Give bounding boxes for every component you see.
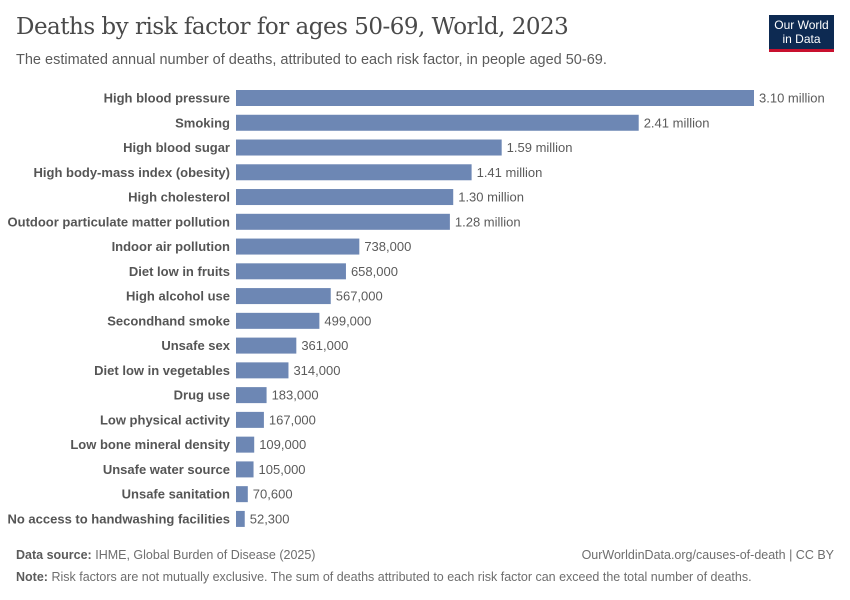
category-label: Low physical activity [100, 412, 231, 427]
source-url[interactable]: OurWorldinData.org/causes-of-death | CC … [581, 548, 834, 562]
category-label: Diet low in vegetables [94, 363, 230, 378]
value-label: 1.30 million [458, 190, 524, 205]
bar[interactable] [236, 114, 639, 131]
data-source: Data source: IHME, Global Burden of Dise… [16, 548, 315, 562]
bar[interactable] [236, 90, 754, 106]
category-label: Diet low in fruits [129, 264, 230, 279]
value-label: 70,600 [253, 487, 293, 502]
category-label: Secondhand smoke [107, 313, 230, 328]
category-label: High alcohol use [126, 289, 230, 304]
category-label: Indoor air pollution [112, 239, 230, 254]
bar[interactable] [236, 189, 454, 206]
category-label: High blood sugar [123, 140, 230, 155]
bar[interactable] [236, 312, 320, 329]
category-label: Smoking [175, 115, 230, 130]
value-label: 361,000 [301, 338, 348, 353]
value-label: 3.10 million [759, 91, 825, 106]
bar[interactable] [236, 436, 255, 453]
bar[interactable] [236, 362, 289, 379]
value-label: 1.28 million [455, 214, 521, 229]
category-label: No access to handwashing facilities [7, 511, 230, 526]
category-label: High body-mass index (obesity) [34, 165, 230, 180]
category-label: Unsafe water source [103, 462, 230, 477]
bar[interactable] [236, 461, 254, 478]
bar-chart: High blood pressure 3.10 million Smoking 2.… [7, 90, 825, 527]
bar[interactable] [236, 288, 331, 305]
category-label: Drug use [174, 388, 230, 403]
bar[interactable] [236, 238, 360, 255]
bar[interactable] [236, 263, 346, 280]
bar[interactable] [236, 213, 450, 230]
chart-subtitle: The estimated annual number of deaths, a… [16, 52, 607, 68]
value-label: 167,000 [269, 412, 316, 427]
bar[interactable] [236, 139, 502, 156]
category-label: High cholesterol [128, 190, 230, 205]
value-label: 52,300 [250, 511, 290, 526]
value-label: 2.41 million [644, 115, 710, 130]
note-text: Risk factors are not mutually exclusive.… [51, 570, 752, 584]
value-label: 1.59 million [507, 140, 573, 155]
value-label: 567,000 [336, 289, 383, 304]
bar[interactable] [236, 387, 267, 404]
owid-logo[interactable]: Our World in Data [769, 15, 834, 52]
category-label: Outdoor particulate matter pollution [8, 214, 231, 229]
category-label: Low bone mineral density [70, 437, 230, 452]
bar[interactable] [236, 486, 248, 503]
value-label: 314,000 [293, 363, 340, 378]
value-label: 499,000 [324, 313, 371, 328]
value-label: 1.41 million [477, 165, 543, 180]
bar[interactable] [236, 411, 264, 428]
category-label: Unsafe sanitation [122, 487, 230, 502]
value-label: 183,000 [272, 388, 319, 403]
source-label: Data source: [16, 548, 92, 562]
note: Note: Risk factors are not mutually excl… [16, 570, 752, 584]
note-label: Note: [16, 570, 48, 584]
chart-title: Deaths by risk factor for ages 50-69, Wo… [16, 14, 569, 40]
bar[interactable] [236, 164, 472, 181]
bar[interactable] [236, 510, 245, 527]
value-label: 109,000 [259, 437, 306, 452]
value-label: 658,000 [351, 264, 398, 279]
value-label: 738,000 [364, 239, 411, 254]
bar[interactable] [236, 337, 297, 354]
category-label: High blood pressure [104, 91, 230, 106]
source-text[interactable]: IHME, Global Burden of Disease (2025) [95, 548, 316, 562]
value-label: 105,000 [259, 462, 306, 477]
category-label: Unsafe sex [161, 338, 230, 353]
